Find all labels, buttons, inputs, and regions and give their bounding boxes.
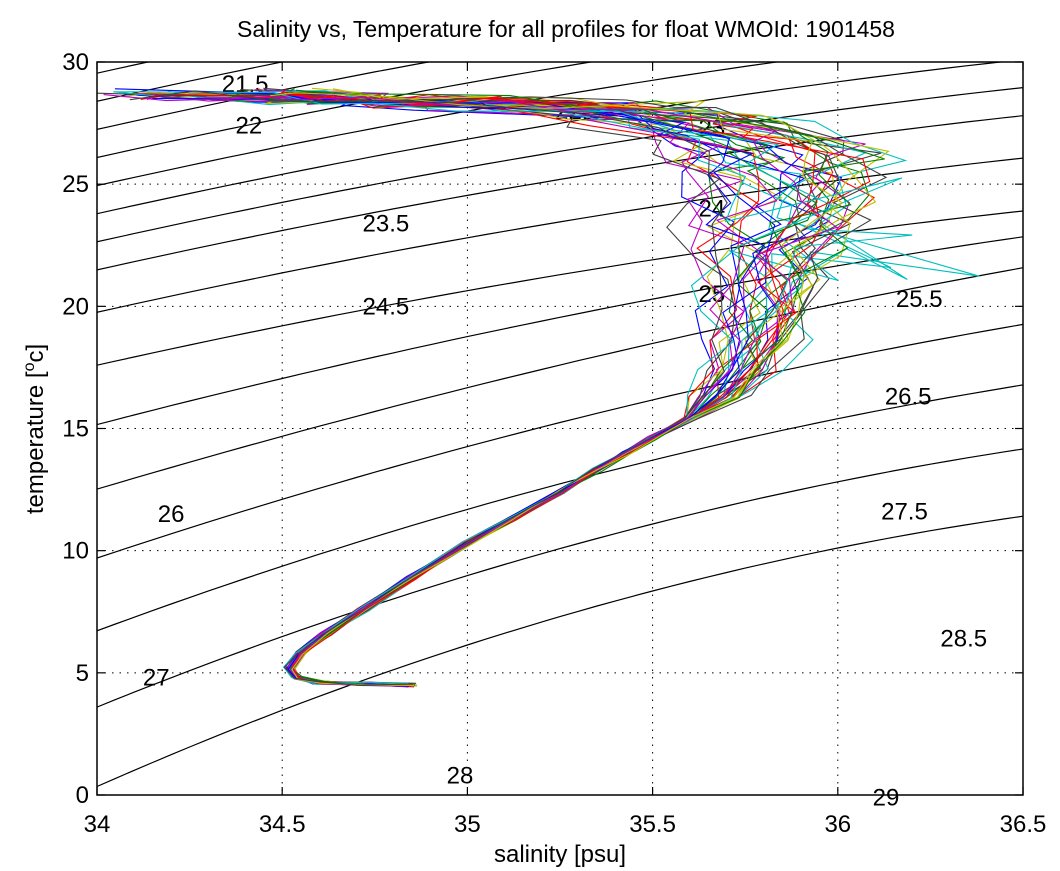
profile-line bbox=[240, 89, 845, 686]
contour-label: 23.5 bbox=[363, 210, 410, 237]
contour-label: 28.5 bbox=[940, 626, 987, 653]
profile-line bbox=[152, 97, 776, 686]
density-contour bbox=[97, 210, 1023, 366]
density-contour bbox=[97, 62, 781, 187]
profile-line bbox=[114, 88, 765, 687]
profile-line bbox=[124, 92, 742, 686]
contour-label: 22 bbox=[236, 113, 263, 140]
y-tick-label: 5 bbox=[76, 660, 89, 687]
profile-line bbox=[278, 88, 871, 686]
x-tick-label: 34.5 bbox=[259, 811, 306, 838]
profile-line bbox=[255, 90, 913, 686]
x-tick-label: 36.5 bbox=[1000, 811, 1047, 838]
profile-line bbox=[129, 90, 728, 686]
x-tick-label: 34 bbox=[84, 811, 111, 838]
contour-label: 26 bbox=[158, 501, 185, 528]
x-tick-labels: 34 34.5 35 35.5 36 36.5 bbox=[84, 811, 1047, 838]
y-tick-label: 15 bbox=[62, 416, 89, 443]
density-contour bbox=[97, 115, 1023, 271]
profile-line bbox=[270, 92, 844, 686]
density-contour bbox=[97, 323, 1023, 559]
y-tick-label: 20 bbox=[62, 293, 89, 320]
profile-line bbox=[196, 96, 801, 687]
profile-line bbox=[125, 94, 736, 688]
density-contours bbox=[97, 62, 1023, 788]
y-tick-label: 0 bbox=[76, 782, 89, 809]
y-axis-label-end: c] bbox=[22, 344, 49, 363]
y-tick-label: 30 bbox=[62, 49, 89, 76]
profile-line bbox=[152, 94, 778, 687]
profile-line bbox=[292, 87, 877, 686]
contour-label: 27.5 bbox=[881, 499, 928, 526]
grid-lines bbox=[97, 62, 1023, 795]
profile-lines bbox=[97, 87, 980, 688]
x-tick-label: 36 bbox=[824, 811, 851, 838]
contour-label: 28 bbox=[447, 762, 474, 789]
y-tick-labels: 0 5 10 15 20 25 30 bbox=[62, 49, 89, 809]
x-tick-label: 35.5 bbox=[629, 811, 676, 838]
contour-label: 26.5 bbox=[885, 384, 932, 411]
contour-label: 24.5 bbox=[363, 293, 410, 320]
density-contour bbox=[97, 267, 1023, 490]
x-axis-label: salinity [psu] bbox=[494, 841, 626, 868]
profile-line bbox=[103, 94, 746, 687]
profile-line bbox=[291, 89, 885, 687]
contour-label: 25.5 bbox=[896, 286, 943, 313]
contour-label: 27 bbox=[143, 665, 170, 692]
density-contour bbox=[97, 62, 1006, 215]
profile-line bbox=[158, 92, 773, 687]
chart-title: Salinity vs, Temperature for all profile… bbox=[237, 16, 895, 42]
profile-line bbox=[245, 96, 838, 687]
y-axis-label-main: temperature [ bbox=[22, 371, 49, 514]
axis-ticks bbox=[96, 61, 1024, 796]
y-tick-label: 10 bbox=[62, 538, 89, 565]
density-contour bbox=[97, 62, 595, 159]
density-contour bbox=[97, 515, 1023, 788]
y-axis-label: temperature [oc] bbox=[21, 344, 49, 514]
density-contour bbox=[97, 87, 1023, 243]
profile-line bbox=[113, 91, 903, 685]
density-contour bbox=[97, 157, 1023, 313]
profile-line bbox=[268, 88, 852, 686]
profile-line bbox=[134, 92, 760, 688]
density-contour bbox=[97, 62, 285, 102]
contour-label: 29 bbox=[873, 784, 900, 811]
y-tick-label: 25 bbox=[62, 171, 89, 198]
plot-frame bbox=[96, 61, 1024, 796]
profile-line bbox=[97, 92, 736, 688]
density-contour bbox=[97, 448, 1023, 708]
profile-line bbox=[140, 90, 760, 687]
profile-line bbox=[222, 89, 818, 686]
profile-line bbox=[220, 91, 892, 687]
y-axis-label-sup: o bbox=[21, 362, 38, 371]
x-tick-label: 35 bbox=[454, 811, 481, 838]
profile-line bbox=[150, 93, 783, 688]
density-contour bbox=[97, 384, 1023, 632]
